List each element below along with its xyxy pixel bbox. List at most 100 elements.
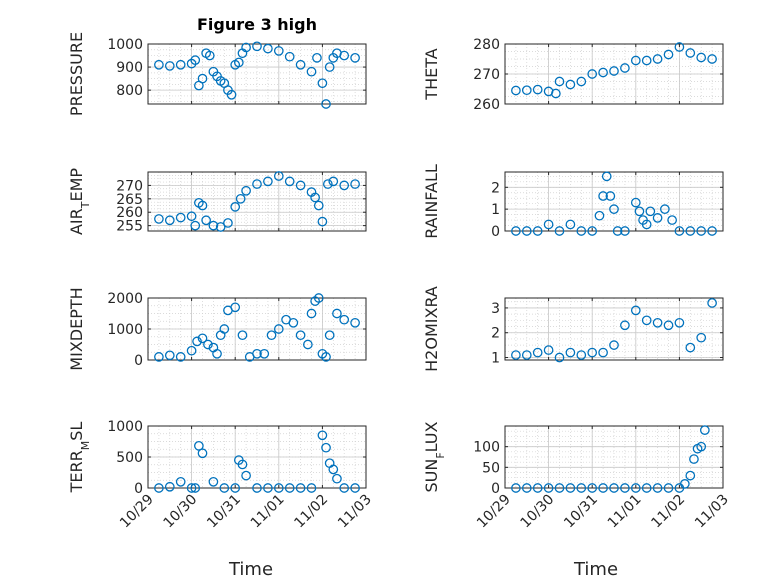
data-point [186,211,197,222]
data-point [663,483,674,493]
data-point [288,317,299,328]
data-point [306,308,317,319]
y-axis-label: H2OMIXRA [422,286,441,372]
data-point [679,479,690,489]
y-tick-label: 0 [134,353,143,369]
data-point [164,215,175,226]
data-series [511,171,717,236]
data-point [652,54,663,64]
data-point [587,69,598,79]
data-point [295,483,306,493]
data-point [532,347,543,358]
data-point [605,191,616,201]
data-point [543,345,554,355]
data-series [511,298,717,363]
data-point [620,226,630,236]
data-point [310,192,320,203]
y-tick-label: 800 [116,83,143,99]
data-point [609,66,619,76]
data-point [630,305,641,316]
data-point [598,483,608,493]
data-point [313,293,324,303]
axes-box [147,171,367,232]
data-point [175,212,186,223]
axes-box [147,43,367,105]
data-point [208,220,219,231]
data-point [699,425,710,435]
data-point [313,200,324,211]
data-point [630,483,641,493]
data-point [273,171,284,181]
data-point [322,179,333,189]
data-point [521,483,532,493]
x-axis-label-left: Time [228,559,273,580]
data-point [565,347,576,358]
y-axis-label: TERRMSL [67,422,92,494]
data-point [295,59,306,70]
data-point [630,55,641,66]
y-tick-label: 0 [134,481,143,497]
data-point [685,48,696,58]
x-tick-label: 11/02 [648,492,688,532]
data-point [190,220,201,231]
data-point [609,483,619,493]
data-point [197,73,208,84]
data-point [203,339,213,350]
data-point [201,215,211,226]
plot-area [505,172,723,231]
data-point [554,483,565,493]
data-point [306,66,317,77]
data-point [350,317,360,328]
data-point [521,350,532,360]
data-point [576,350,587,360]
x-tick-label: 11/02 [291,492,331,532]
data-point [674,226,685,236]
data-series [154,171,360,232]
data-point [587,347,598,358]
data-point [190,55,201,66]
data-point [175,476,186,487]
data-point [219,324,230,334]
data-point [554,76,565,87]
data-point [252,483,262,493]
data-point [215,222,226,232]
y-tick-label: 2000 [107,291,143,307]
data-point [339,50,350,61]
subplot-h2omixra: 1 2 3 H2OMIXRA [422,286,724,372]
subplot-theta: 260 270 280 THETA [422,37,724,113]
data-point [674,42,685,52]
figure-title: Figure 3 high [197,15,317,34]
data-point [696,52,707,63]
data-point [565,483,576,493]
y-tick-label: 1000 [107,419,143,435]
x-tick-label: 11/03 [335,492,375,532]
data-point [230,202,241,212]
data-series [511,425,710,493]
y-axis-label: RAINFALL [422,164,441,239]
data-point [707,54,717,64]
data-point [263,483,273,493]
data-point [696,332,707,343]
data-point [609,204,619,214]
data-series [511,42,717,99]
subplot-sun-flux: 0 50 100 SUNFLUX 10/29 10/30 10/31 11/01 11/02 11… [422,421,732,531]
data-point [685,470,696,481]
x-tick-label: 10/30 [518,492,558,532]
y-tick-label: 2 [491,180,500,196]
data-point [594,210,605,221]
y-tick-label: 900 [116,60,143,76]
data-point [663,320,674,331]
x-tick-label: 11/01 [248,492,288,532]
data-point [565,79,576,90]
data-point [652,317,663,328]
data-point [554,352,565,363]
data-point [226,89,237,100]
data-point [273,324,284,334]
data-point [194,440,204,451]
data-point [230,302,241,313]
data-point [321,99,331,109]
y-axis-label: THETA [422,48,441,100]
data-point [332,473,342,484]
data-point [295,330,306,341]
